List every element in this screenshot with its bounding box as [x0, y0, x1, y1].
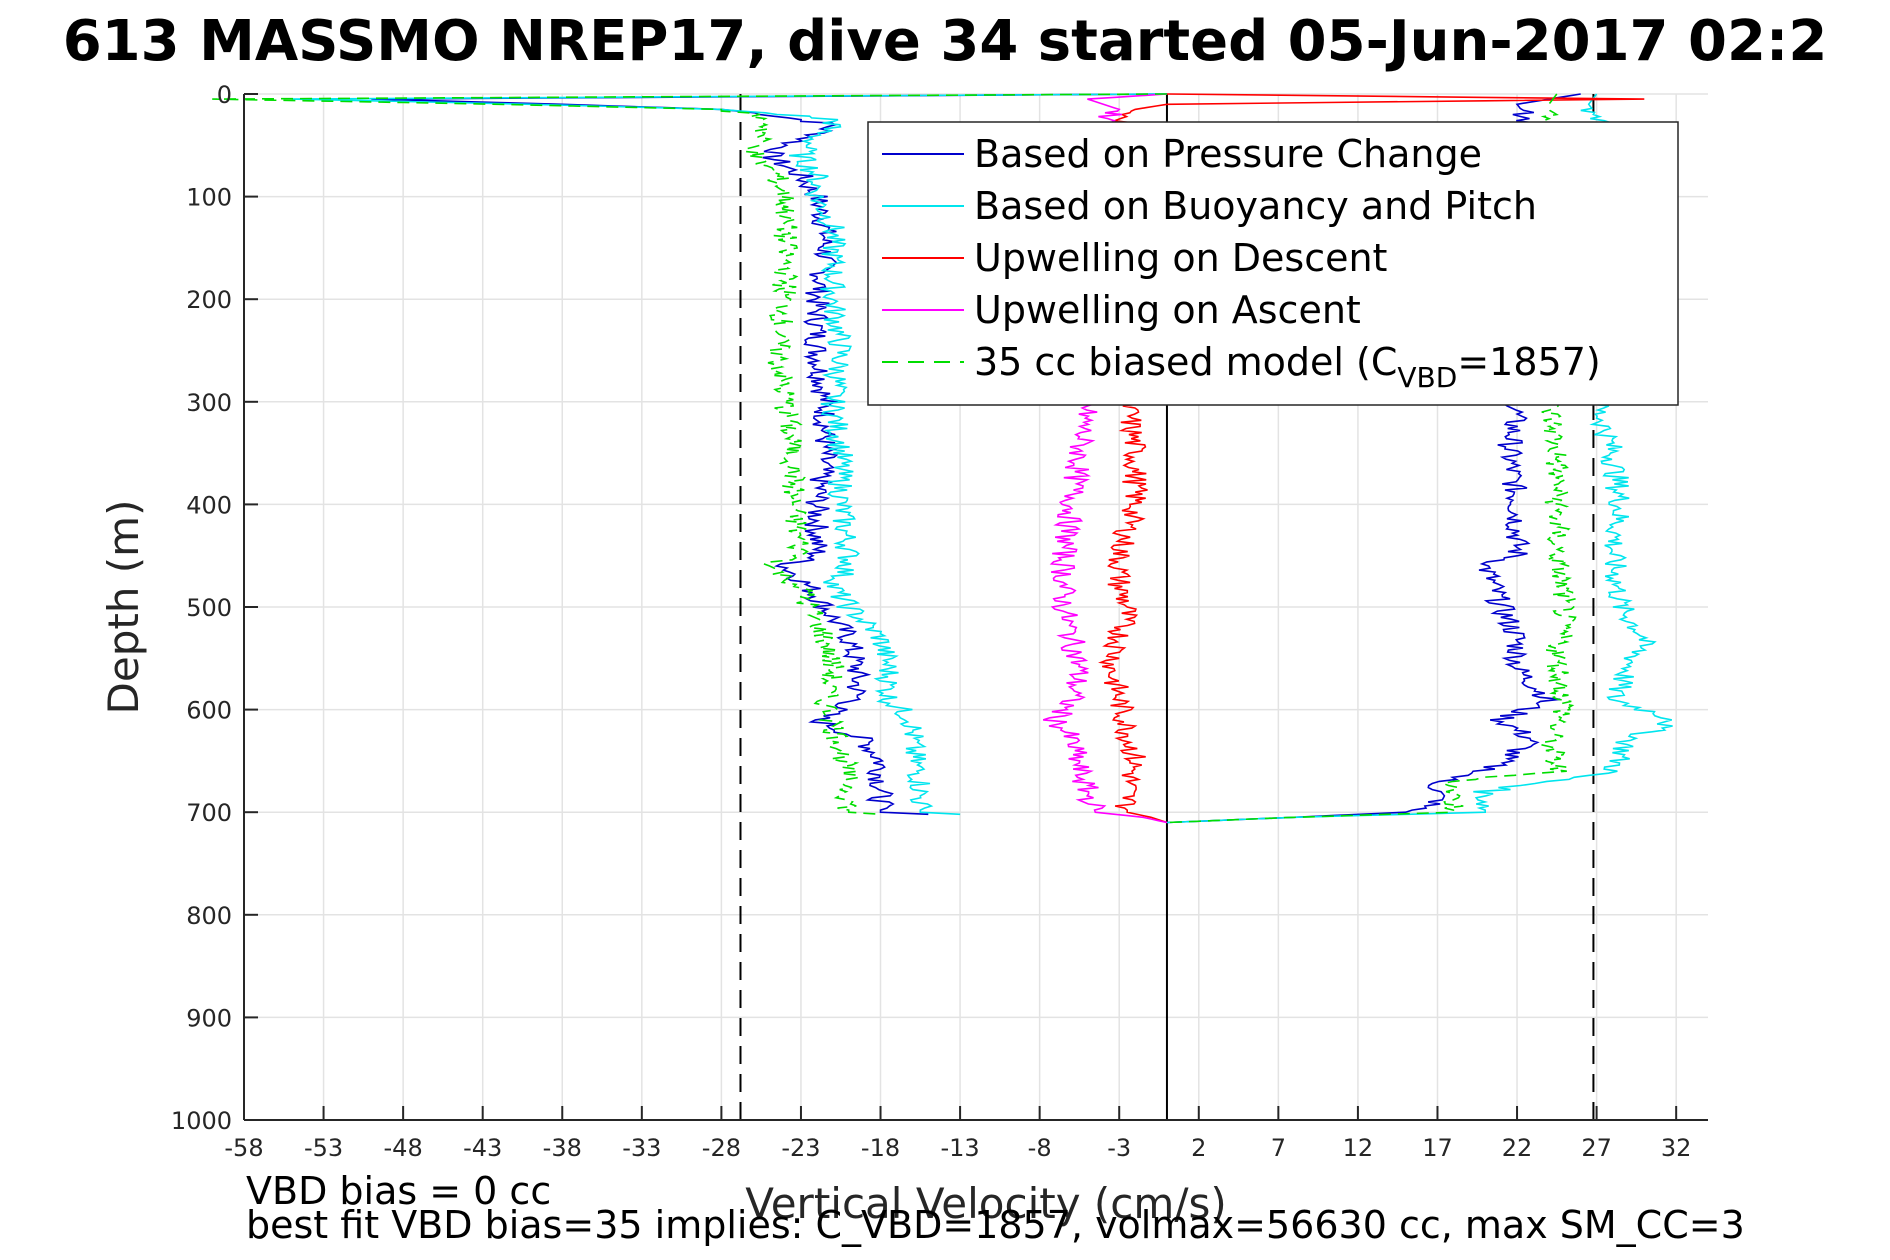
y-tick-label: 700 — [186, 799, 232, 827]
x-tick-label: -43 — [463, 1134, 502, 1162]
y-tick-label: 200 — [186, 286, 232, 314]
x-axis-label: Vertical Velocity (cm/s) — [745, 1179, 1226, 1228]
annotation-vbd-bias: VBD bias = 0 cc — [246, 1169, 551, 1213]
x-tick-label: 22 — [1502, 1134, 1533, 1162]
annotation-best-fit: best fit VBD bias=35 implies: C_VBD=1857… — [246, 1203, 1745, 1247]
y-tick-label: 600 — [186, 697, 232, 725]
x-tick-label: 27 — [1581, 1134, 1612, 1162]
chart-title: 613 MASSMO NREP17, dive 34 started 05-Ju… — [63, 9, 1828, 74]
x-tick-label: -3 — [1107, 1134, 1131, 1162]
legend-box — [867, 121, 1679, 406]
y-tick-label: 900 — [186, 1004, 232, 1032]
y-tick-label: 800 — [186, 902, 232, 930]
x-tick-label: -38 — [543, 1134, 582, 1162]
x-tick-label: 12 — [1343, 1134, 1374, 1162]
x-tick-label: -8 — [1028, 1134, 1052, 1162]
legend-label: Upwelling on Descent — [974, 236, 1387, 280]
legend: Based on Pressure Change Based on Buoyanc… — [867, 121, 1679, 406]
y-tick-label: 0 — [217, 81, 232, 109]
x-tick-label: 2 — [1191, 1134, 1206, 1162]
x-tick-label: -53 — [304, 1134, 343, 1162]
x-tick-label: -18 — [861, 1134, 900, 1162]
x-tick-label: -28 — [702, 1134, 741, 1162]
x-tick-label: -48 — [384, 1134, 423, 1162]
axes — [243, 93, 1708, 1121]
x-tick-labels: -58 -53 -48 -43 -38 -33 -28 -23 -18 -13 -8 -3 2 7 12 17… — [224, 1134, 1691, 1162]
legend-label: 35 cc biased model (CVBD=1857) — [974, 340, 1601, 394]
x-tick-label: -13 — [940, 1134, 979, 1162]
series-line-5-ascent — [1166, 93, 1578, 824]
series-line-2-descent — [291, 93, 1168, 816]
series-line-5-descent — [212, 93, 1168, 816]
x-tick-label: 32 — [1661, 1134, 1692, 1162]
y-tick-label: 300 — [186, 389, 232, 417]
x-tick-label: 17 — [1422, 1134, 1453, 1162]
x-tick-label: -33 — [622, 1134, 661, 1162]
y-tick-label: 1000 — [171, 1107, 232, 1135]
y-tick-label: 400 — [186, 491, 232, 519]
legend-label: Upwelling on Ascent — [974, 288, 1361, 332]
legend-label: Based on Pressure Change — [974, 132, 1482, 176]
legend-label: Based on Buoyancy and Pitch — [974, 184, 1537, 228]
x-tick-label: -58 — [224, 1134, 263, 1162]
y-axis-label: Depth (m) — [99, 500, 148, 715]
y-tick-label: 500 — [186, 594, 232, 622]
x-tick-label: -23 — [781, 1134, 820, 1162]
y-tick-label: 100 — [186, 184, 232, 212]
y-tick-labels: 0 100 200 300 400 500 600 700 800 900 1000 — [171, 81, 232, 1135]
x-tick-label: 7 — [1271, 1134, 1286, 1162]
